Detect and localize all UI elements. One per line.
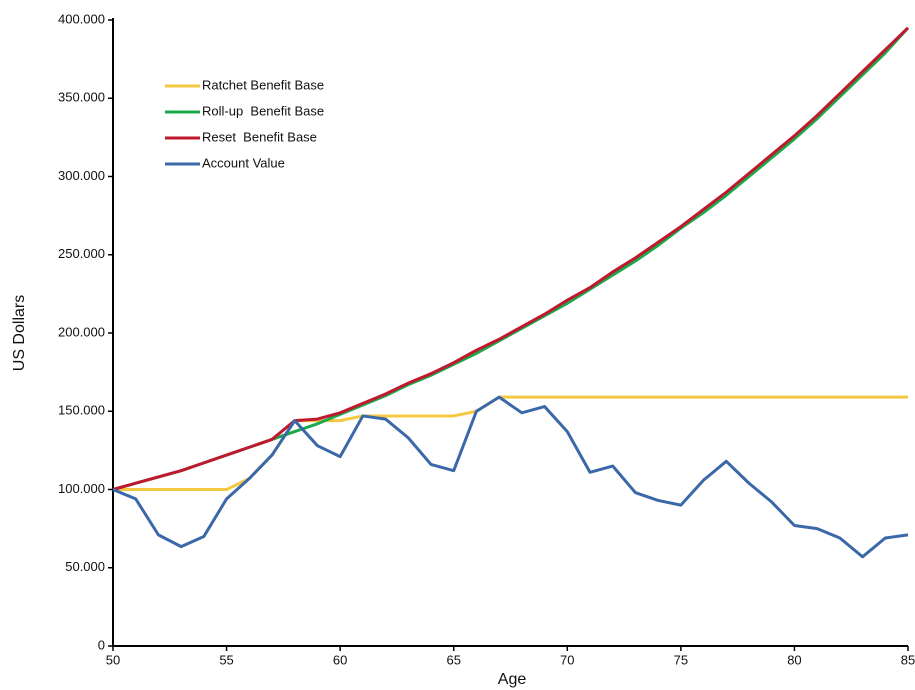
y-tick-label: 100.000 [58, 481, 105, 496]
legend-label: Roll-up Benefit Base [202, 103, 324, 118]
y-tick-label: 300.000 [58, 168, 105, 183]
x-axis-title: Age [498, 671, 527, 688]
y-tick-label: 50.000 [65, 559, 105, 574]
legend-label: Reset Benefit Base [202, 129, 317, 144]
series-line [112, 395, 909, 559]
x-tick-label: 50 [106, 652, 120, 667]
x-tick-label: 80 [787, 652, 801, 667]
legend-label: Ratchet Benefit Base [202, 77, 324, 92]
x-tick-label: 60 [333, 652, 347, 667]
y-tick-label: 250.000 [58, 246, 105, 261]
y-tick-label: 200.000 [58, 324, 105, 339]
y-tick-label: 150.000 [58, 403, 105, 418]
series-line [112, 26, 910, 491]
y-tick-label: 400.000 [58, 11, 105, 26]
x-tick-label: 85 [901, 652, 915, 667]
y-tick-label: 350.000 [58, 90, 105, 105]
legend-label: Account Value [202, 155, 285, 170]
x-tick-label: 75 [674, 652, 688, 667]
y-tick-label: 0 [98, 637, 105, 652]
x-tick-label: 65 [446, 652, 460, 667]
series-line [112, 26, 910, 491]
x-tick-label: 55 [219, 652, 233, 667]
series-line [113, 395, 908, 491]
x-tick-label: 70 [560, 652, 574, 667]
y-axis-title: US Dollars [11, 295, 28, 371]
